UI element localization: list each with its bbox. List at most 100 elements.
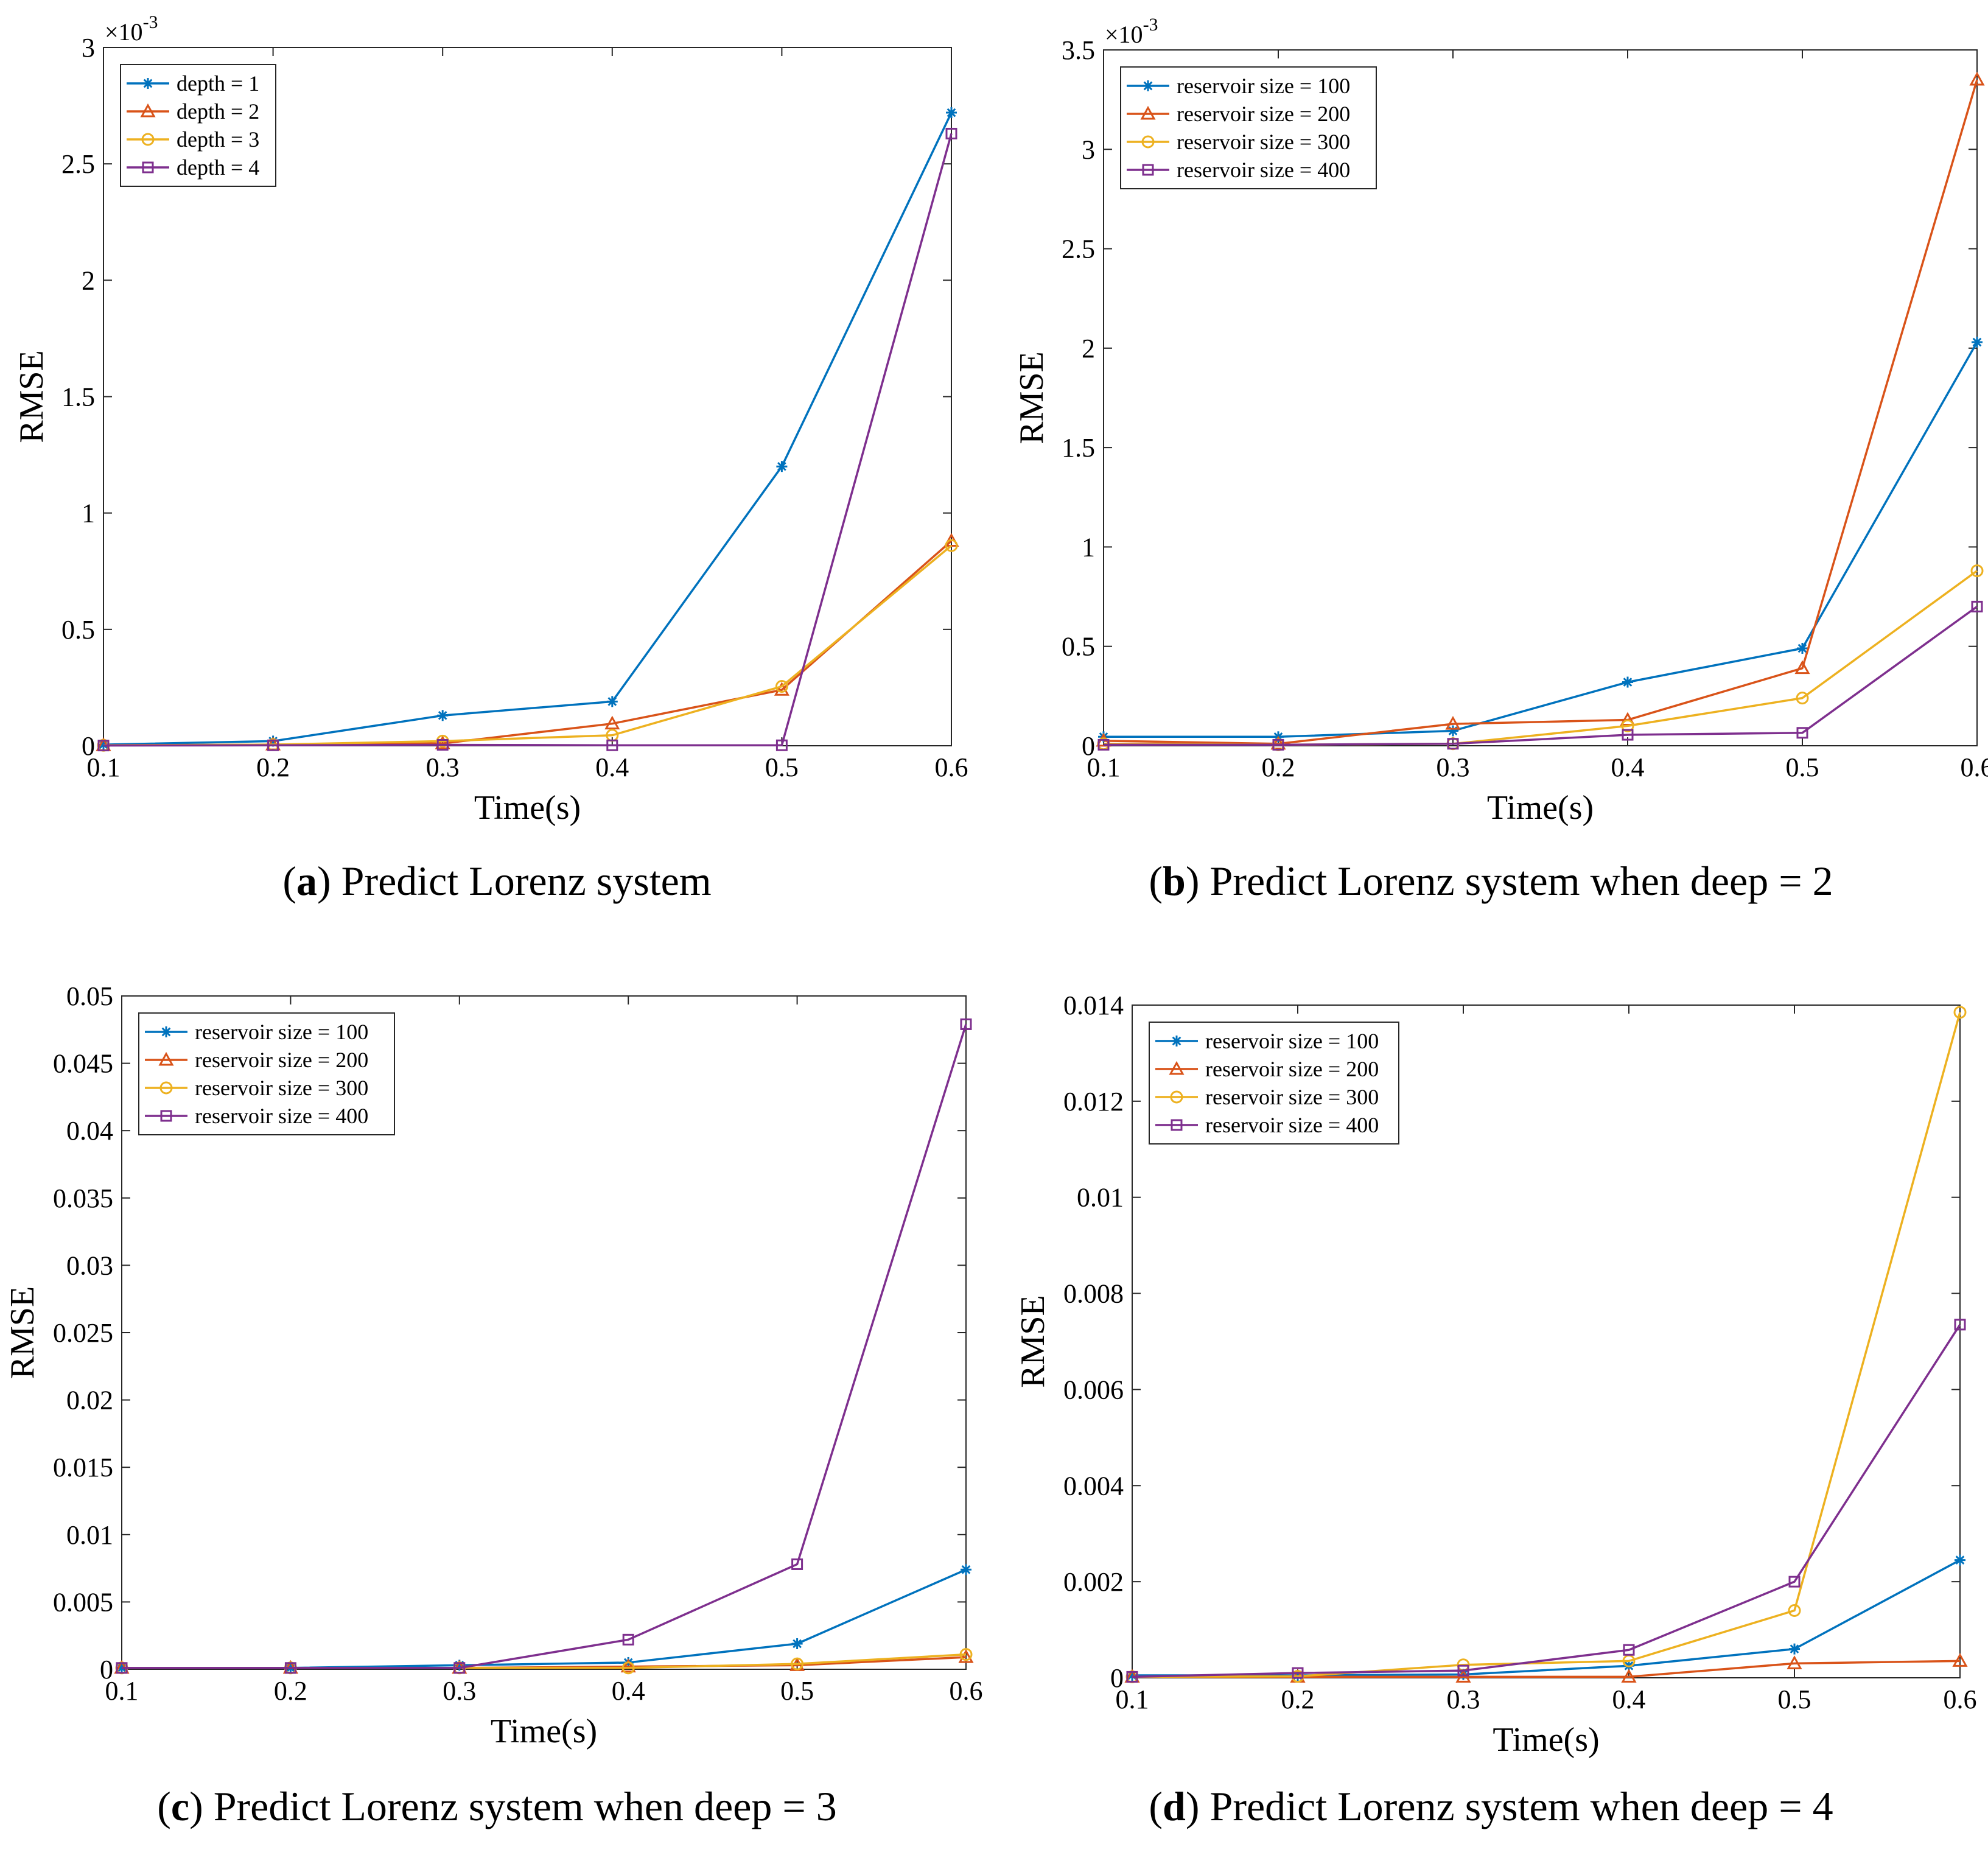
legend-marker (142, 78, 153, 89)
y-tick-label: 0.025 (53, 1318, 113, 1348)
data-point-4-5 (1796, 727, 1808, 739)
data-point-3-6 (1953, 1006, 1967, 1019)
data-point-3-5 (1796, 692, 1809, 705)
y-tick-label: 0.02 (66, 1386, 113, 1415)
data-point-2-3 (1445, 715, 1461, 730)
x-axis-label: Time(s) (1493, 1721, 1599, 1759)
data-point-2-6 (1952, 1653, 1968, 1667)
legend-label: reservoir size = 400 (1205, 1113, 1379, 1137)
x-tick-label: 0.1 (1116, 1684, 1149, 1714)
data-point-2-4 (604, 715, 620, 730)
legend-marker (1171, 1119, 1183, 1131)
y-tick-label: 0.5 (1062, 632, 1095, 662)
data-point-1-6 (1955, 1554, 1965, 1566)
chart-panel-b: 0 0.5 1 1.5 2 2.5 3 3.5 0.1 0.2 0.3 0.4 0.5 0.6 Time(s… (994, 0, 1988, 929)
legend-marker (1171, 1036, 1182, 1046)
data-point-4-2 (267, 739, 279, 751)
x-tick-label: 0.3 (1447, 1684, 1480, 1714)
data-point-2-5 (774, 682, 789, 696)
legend-marker (142, 161, 154, 174)
legend-marker (1169, 1060, 1185, 1075)
chart-panel-a: 0 0.5 1 1.5 2 2.5 3 0.1 0.2 0.3 0.4 0.5 0.6 Time(s) RM… (0, 0, 994, 929)
data-point-2-6 (958, 1649, 974, 1663)
legend-label: depth = 2 (177, 99, 259, 124)
legend-label: depth = 3 (177, 127, 259, 152)
y-tick-label: 1 (82, 499, 95, 528)
legend-marker (160, 1110, 172, 1122)
x-tick-label: 0.1 (1087, 752, 1121, 782)
data-point-2-2 (1270, 735, 1286, 750)
x-tick-label: 0.5 (1786, 752, 1819, 782)
chart-d-caption: (d) Predict Lorenz system when deep = 4 (1149, 1783, 1833, 1829)
chart-a-svg: 0 0.5 1 1.5 2 2.5 3 0.1 0.2 0.3 0.4 0.5 0.6 Time(s) RM… (13, 12, 968, 827)
data-point-4-2 (284, 1662, 296, 1674)
x-tick-label: 0.4 (612, 1676, 645, 1706)
y-tick-label: 2.5 (61, 149, 95, 179)
data-point-3-6 (959, 1648, 973, 1661)
data-point-2-4 (620, 1658, 636, 1673)
data-point-3-6 (1970, 564, 1984, 578)
data-point-1-4 (606, 696, 618, 707)
y-tick-label: 0 (100, 1655, 113, 1684)
y-axis-exponent-power: -3 (143, 12, 158, 32)
y-tick-label: 1 (1082, 532, 1095, 562)
y-tick-label: 3.5 (1062, 35, 1095, 65)
legend-label: reservoir size = 300 (1205, 1085, 1379, 1109)
legend-label: depth = 1 (177, 71, 259, 96)
data-point-1-6 (946, 107, 957, 119)
data-point-4-1 (116, 1662, 128, 1674)
data-point-4-3 (1447, 738, 1459, 750)
series-line-1 (103, 112, 953, 746)
x-axis-label: Time(s) (491, 1713, 597, 1750)
data-point-3-5 (1788, 1604, 1801, 1617)
series-line-4 (1132, 1323, 1961, 1678)
data-point-3-5 (791, 1657, 804, 1670)
data-point-4-4 (1623, 1644, 1635, 1656)
data-point-2-6 (1969, 71, 1985, 86)
data-point-4-4 (622, 1633, 634, 1646)
y-tick-label: 2 (1082, 334, 1095, 363)
series-line-3 (1132, 1012, 1961, 1678)
x-tick-label: 0.3 (426, 752, 460, 782)
data-point-4-3 (436, 738, 449, 751)
series-line-4 (103, 133, 953, 747)
y-tick-label: 0 (1082, 731, 1095, 761)
chart-panel-c: 0 0.005 0.01 0.015 0.02 0.025 0.03 0.035 0.04 0.0… (0, 929, 994, 1858)
legend-marker (140, 103, 156, 117)
legend-label: reservoir size = 300 (1177, 130, 1350, 154)
y-tick-label: 2 (82, 265, 95, 295)
y-tick-label: 0.05 (66, 981, 113, 1011)
y-tick-label: 1.5 (61, 382, 95, 412)
legend-marker (1142, 164, 1154, 176)
x-tick-label: 0.4 (1612, 1684, 1646, 1714)
data-point-1-5 (776, 461, 788, 472)
data-point-4-2 (1272, 738, 1284, 751)
data-point-1-4 (1622, 676, 1633, 688)
data-point-1-5 (1797, 642, 1808, 654)
chart-c-svg: 0 0.005 0.01 0.015 0.02 0.025 0.03 0.035 0.04 0.0… (4, 981, 983, 1750)
x-tick-label: 0.4 (1611, 752, 1645, 782)
chart-c-caption: (c) Predict Lorenz system when deep = 3 (157, 1783, 837, 1829)
data-point-4-3 (453, 1662, 466, 1674)
y-axis-exponent: ×10-3 (1105, 15, 1158, 48)
chart-d-svg: 0 0.002 0.004 0.006 0.008 0.01 0.012 0.014 0.1 0.… (1014, 990, 1977, 1759)
data-point-4-3 (1457, 1664, 1469, 1677)
chart-b-svg: 0 0.5 1 1.5 2 2.5 3 3.5 0.1 0.2 0.3 0.4 0.5 0.6 Time(s… (1013, 15, 1988, 827)
data-point-4-1 (1097, 738, 1110, 751)
data-point-1-3 (437, 710, 449, 721)
x-tick-label: 0.1 (87, 752, 121, 782)
y-tick-label: 0.01 (66, 1520, 113, 1550)
y-tick-label: 2.5 (1062, 234, 1095, 264)
data-point-2-5 (1794, 660, 1810, 675)
x-tick-label: 0.6 (1944, 1684, 1977, 1714)
data-point-4-2 (1292, 1667, 1304, 1679)
chart-b-caption: (b) Predict Lorenz system when deep = 2 (1149, 858, 1833, 904)
y-tick-label: 0 (82, 731, 95, 761)
x-axis-label: Time(s) (474, 789, 581, 827)
y-axis-label: RMSE (13, 350, 51, 443)
y-tick-label: 0.005 (53, 1587, 113, 1617)
data-point-1-5 (1789, 1643, 1800, 1655)
x-tick-label: 0.2 (1262, 752, 1295, 782)
y-tick-label: 0.014 (1063, 990, 1124, 1020)
y-tick-label: 0.004 (1063, 1471, 1124, 1501)
